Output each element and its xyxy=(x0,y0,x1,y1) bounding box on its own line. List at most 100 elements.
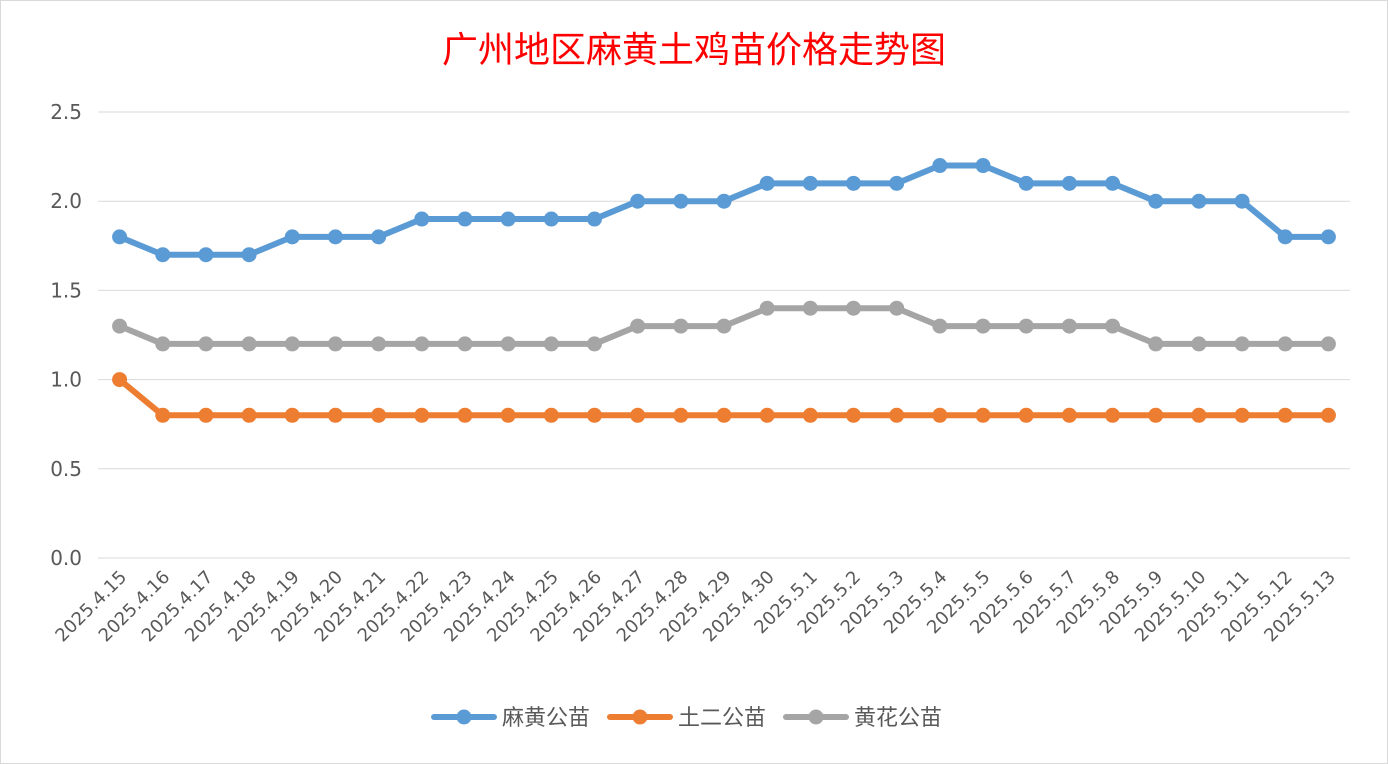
data-point xyxy=(198,407,214,423)
data-point xyxy=(759,300,775,316)
data-point xyxy=(673,407,689,423)
data-point xyxy=(802,175,818,191)
data-point xyxy=(759,175,775,191)
data-point xyxy=(716,318,732,334)
data-point xyxy=(1018,407,1034,423)
data-point xyxy=(759,407,775,423)
data-point xyxy=(155,336,171,352)
data-point xyxy=(1320,229,1336,245)
data-point xyxy=(802,407,818,423)
data-point xyxy=(586,407,602,423)
data-point xyxy=(975,158,991,174)
data-point xyxy=(371,407,387,423)
data-point xyxy=(932,158,948,174)
y-tick-label: 0.5 xyxy=(50,457,82,481)
data-point xyxy=(457,336,473,352)
legend: 麻黄公苗 土二公苗 黄花公苗 xyxy=(431,706,942,731)
data-point xyxy=(241,336,257,352)
series xyxy=(112,158,1336,263)
data-point xyxy=(112,318,128,334)
data-point xyxy=(1320,336,1336,352)
data-point xyxy=(1148,407,1164,423)
legend-item: 土二公苗 xyxy=(607,706,766,731)
data-point xyxy=(1191,193,1207,209)
data-point xyxy=(889,407,905,423)
series xyxy=(112,300,1336,352)
data-point xyxy=(716,407,732,423)
data-point xyxy=(414,336,430,352)
data-point xyxy=(889,300,905,316)
data-point xyxy=(543,407,559,423)
y-axis-ticks: 0.0 0.5 1.0 1.5 2.0 2.5 xyxy=(50,100,82,570)
data-point xyxy=(284,336,300,352)
data-point xyxy=(198,336,214,352)
legend-item: 麻黄公苗 xyxy=(431,706,590,731)
data-point xyxy=(932,407,948,423)
data-point xyxy=(716,193,732,209)
data-point xyxy=(673,193,689,209)
data-point xyxy=(457,407,473,423)
data-point xyxy=(155,407,171,423)
data-point xyxy=(543,211,559,227)
data-point xyxy=(1061,407,1077,423)
data-point xyxy=(327,229,343,245)
data-point xyxy=(112,372,128,388)
data-point xyxy=(414,211,430,227)
legend-label: 土二公苗 xyxy=(678,706,766,731)
data-point xyxy=(284,229,300,245)
data-point xyxy=(543,336,559,352)
data-point xyxy=(975,407,991,423)
data-point xyxy=(932,318,948,334)
data-point xyxy=(586,211,602,227)
data-point xyxy=(1105,175,1121,191)
data-point xyxy=(1234,336,1250,352)
data-point xyxy=(414,407,430,423)
data-point xyxy=(371,229,387,245)
data-point xyxy=(457,211,473,227)
data-point xyxy=(112,229,128,245)
data-point xyxy=(1148,336,1164,352)
data-point xyxy=(1105,318,1121,334)
data-point xyxy=(586,336,602,352)
legend-label: 黄花公苗 xyxy=(854,706,942,731)
series-group xyxy=(112,158,1336,423)
data-point xyxy=(500,407,516,423)
series xyxy=(112,372,1336,423)
data-point xyxy=(155,247,171,263)
data-point xyxy=(630,193,646,209)
legend-swatch-marker xyxy=(632,709,648,725)
data-point xyxy=(889,175,905,191)
data-point xyxy=(500,211,516,227)
data-point xyxy=(500,336,516,352)
data-point xyxy=(1018,175,1034,191)
data-point xyxy=(1277,407,1293,423)
data-point xyxy=(241,407,257,423)
data-point xyxy=(1018,318,1034,334)
y-tick-label: 0.0 xyxy=(50,546,82,570)
data-point xyxy=(630,407,646,423)
data-point xyxy=(630,318,646,334)
data-point xyxy=(284,407,300,423)
data-point xyxy=(327,336,343,352)
data-point xyxy=(846,300,862,316)
y-tick-label: 2.5 xyxy=(50,100,82,124)
chart-title: 广州地区麻黄土鸡苗价格走势图 xyxy=(442,30,946,71)
data-point xyxy=(1191,336,1207,352)
data-point xyxy=(371,336,387,352)
data-point xyxy=(1061,175,1077,191)
data-point xyxy=(802,300,818,316)
data-point xyxy=(241,247,257,263)
data-point xyxy=(1148,193,1164,209)
data-point xyxy=(1277,229,1293,245)
data-point xyxy=(1234,193,1250,209)
data-point xyxy=(1191,407,1207,423)
y-tick-label: 1.0 xyxy=(50,368,82,392)
data-point xyxy=(1105,407,1121,423)
data-point xyxy=(1277,336,1293,352)
data-point xyxy=(846,175,862,191)
y-tick-label: 2.0 xyxy=(50,189,82,213)
legend-label: 麻黄公苗 xyxy=(502,706,590,731)
